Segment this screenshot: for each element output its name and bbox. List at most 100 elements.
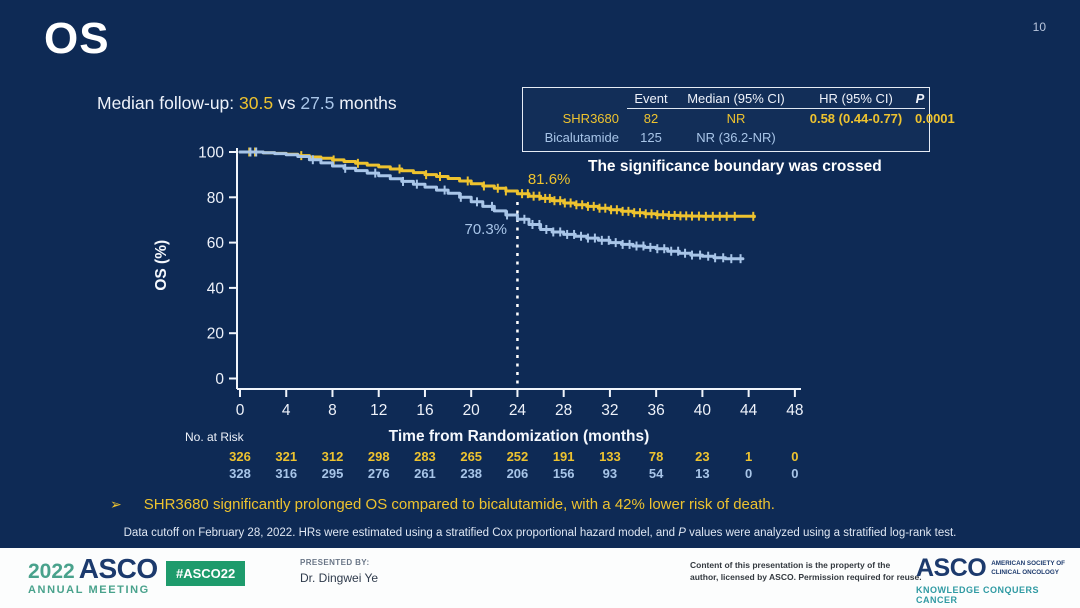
- median-prefix: Median follow-up:: [97, 93, 235, 113]
- y-tick-label: 80: [207, 190, 225, 207]
- risk-value-shr3680: 312: [322, 449, 344, 464]
- conclusion-bullet: ➢ SHR3680 significantly prolonged OS com…: [110, 496, 775, 513]
- median-shr-value: 30.5: [239, 93, 274, 113]
- x-tick-label: 28: [555, 402, 572, 419]
- risk-value-bicalutamide: 206: [507, 466, 529, 481]
- risk-value-shr3680: 283: [414, 449, 436, 464]
- shr3680-hr: 0.58 (0.44-0.77): [809, 111, 903, 126]
- risk-value-shr3680: 326: [229, 449, 251, 464]
- asco-tagline-2: CLINICAL ONCOLOGY: [991, 568, 1059, 576]
- significance-note: The significance boundary was crossed: [588, 158, 882, 175]
- risk-value-shr3680: 23: [695, 449, 709, 464]
- x-tick-label: 48: [786, 402, 803, 419]
- y-tick-label: 60: [207, 235, 225, 252]
- asco-annual-meeting-logo: 2022 ASCO ANNUAL MEETING: [28, 555, 158, 596]
- asco-logo-taglines: AMERICAN SOCIETY OF CLINICAL ONCOLOGY: [991, 560, 1065, 576]
- risk-value-bicalutamide: 276: [368, 466, 390, 481]
- footnote: Data cutoff on February 28, 2022. HRs we…: [0, 527, 1080, 539]
- stats-header-hr: HR (95% CI): [797, 91, 915, 109]
- median-bica-value: 27.5: [300, 93, 335, 113]
- x-tick-label: 36: [648, 402, 665, 419]
- asco-motto: KNOWLEDGE CONQUERS CANCER: [916, 585, 1040, 605]
- asco-logo-text: ASCO: [916, 554, 987, 582]
- y-tick-label: 100: [198, 145, 224, 162]
- bicalutamide-median: NR (36.2-NR): [696, 130, 776, 145]
- x-tick-label: 32: [601, 402, 618, 419]
- presented-by-block: PRESENTED BY: Dr. Dingwei Ye: [300, 558, 378, 585]
- copyright-disclaimer: Content of this presentation is the prop…: [690, 560, 922, 584]
- stats-header-p: P: [915, 91, 925, 109]
- asco-tagline-1: AMERICAN SOCIETY OF: [991, 560, 1065, 568]
- stats-header-event: Event: [627, 91, 675, 109]
- y-tick-label: 0: [215, 371, 224, 388]
- risk-value-shr3680: 191: [553, 449, 575, 464]
- landmark-label: 70.3%: [464, 221, 507, 238]
- row-label-bicalutamide: Bicalutamide: [544, 130, 619, 145]
- footnote-part2: values were analyzed using a stratified …: [689, 527, 957, 539]
- risk-value-shr3680: 78: [649, 449, 663, 464]
- landmark-label: 81.6%: [528, 171, 571, 188]
- no-at-risk-label: No. at Risk: [185, 430, 245, 444]
- hashtag-badge: #ASCO22: [166, 561, 246, 586]
- x-axis-title: Time from Randomization (months): [389, 428, 650, 445]
- shr3680-event: 82: [643, 111, 659, 126]
- risk-value-shr3680: 0: [791, 449, 798, 464]
- x-tick-label: 12: [370, 402, 387, 419]
- meeting-year: 2022: [28, 560, 75, 583]
- risk-value-bicalutamide: 0: [745, 466, 752, 481]
- bullet-arrow-icon: ➢: [110, 496, 122, 512]
- risk-value-bicalutamide: 328: [229, 466, 251, 481]
- risk-value-bicalutamide: 54: [649, 466, 664, 481]
- disclaimer-line2: author, licensed by ASCO. Permission req…: [690, 571, 922, 582]
- page-number: 10: [1032, 20, 1046, 34]
- risk-value-bicalutamide: 261: [414, 466, 436, 481]
- x-tick-label: 4: [282, 402, 291, 419]
- page-title: OS: [44, 14, 110, 63]
- risk-value-shr3680: 298: [368, 449, 390, 464]
- table-row-shr3680: SHR3680 82 NR 0.58 (0.44-0.77) 0.0001: [527, 109, 955, 128]
- y-axis-title: OS (%): [153, 240, 170, 291]
- presented-by-label: PRESENTED BY:: [300, 558, 370, 567]
- asco-society-logo: ASCO AMERICAN SOCIETY OF CLINICAL ONCOLO…: [916, 554, 1080, 605]
- risk-value-bicalutamide: 316: [275, 466, 297, 481]
- stats-table-header-row: Event Median (95% CI) HR (95% CI) P: [527, 90, 925, 109]
- x-tick-label: 44: [740, 402, 758, 419]
- km-curve-bicalutamide: [238, 150, 745, 261]
- risk-value-bicalutamide: 93: [603, 466, 617, 481]
- x-tick-label: 8: [328, 402, 337, 419]
- presenter-name: Dr. Dingwei Ye: [300, 571, 379, 585]
- shr3680-median: NR: [726, 111, 746, 126]
- stats-header-median: Median (95% CI): [675, 91, 797, 109]
- asco-annual-meeting-logo-top: 2022 ASCO: [28, 555, 158, 583]
- risk-value-bicalutamide: 295: [322, 466, 344, 481]
- x-tick-label: 20: [463, 402, 481, 419]
- risk-value-shr3680: 1: [745, 449, 752, 464]
- median-followup-line: Median follow-up: 30.5 vs 27.5 months: [97, 93, 397, 114]
- stats-table: Event Median (95% CI) HR (95% CI) P SHR3…: [522, 87, 955, 152]
- y-tick-label: 40: [207, 280, 225, 297]
- risk-value-bicalutamide: 13: [695, 466, 709, 481]
- row-label-shr3680: SHR3680: [562, 111, 619, 126]
- footer-bar: 2022 ASCO ANNUAL MEETING #ASCO22 PRESENT…: [0, 548, 1080, 608]
- median-suffix: months: [339, 93, 397, 113]
- x-tick-label: 0: [236, 402, 245, 419]
- x-tick-label: 40: [694, 402, 712, 419]
- footnote-part1: Data cutoff on February 28, 2022. HRs we…: [123, 527, 676, 539]
- disclaimer-line1: Content of this presentation is the prop…: [690, 560, 891, 570]
- risk-value-bicalutamide: 156: [553, 466, 575, 481]
- conclusion-text: SHR3680 significantly prolonged OS compa…: [143, 496, 775, 513]
- risk-value-shr3680: 321: [275, 449, 297, 464]
- risk-value-shr3680: 133: [599, 449, 621, 464]
- y-tick-label: 20: [207, 326, 225, 343]
- x-tick-label: 16: [416, 402, 433, 419]
- risk-value-bicalutamide: 238: [460, 466, 482, 481]
- risk-value-bicalutamide: 0: [791, 466, 798, 481]
- x-tick-label: 24: [509, 402, 527, 419]
- table-row-bicalutamide: Bicalutamide 125 NR (36.2-NR): [527, 128, 925, 147]
- risk-value-shr3680: 252: [507, 449, 529, 464]
- asco-society-logo-top: ASCO AMERICAN SOCIETY OF CLINICAL ONCOLO…: [916, 554, 1080, 583]
- meeting-name: ANNUAL MEETING: [28, 584, 150, 596]
- risk-value-shr3680: 265: [460, 449, 482, 464]
- median-vs: vs: [277, 93, 296, 113]
